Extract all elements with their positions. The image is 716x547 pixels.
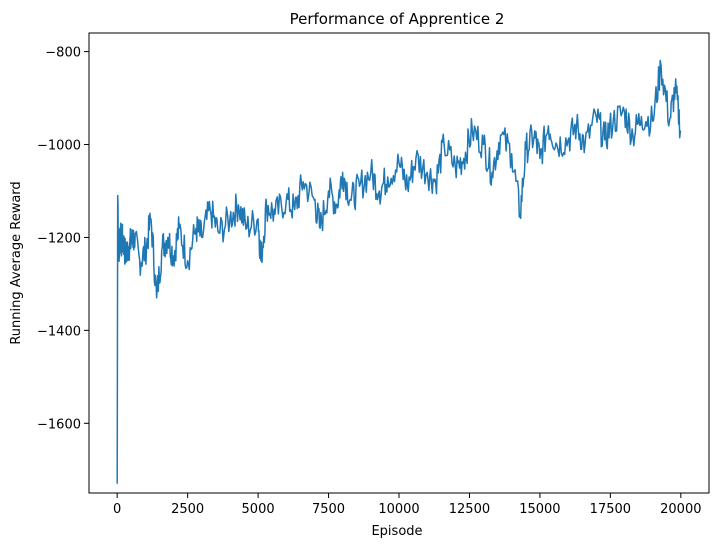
y-tick-label: −800: [45, 46, 81, 61]
y-tick-label: −1200: [37, 231, 81, 246]
y-tick-label: −1000: [37, 139, 81, 154]
y-tick-label: −1600: [37, 417, 81, 432]
plot-lines: [116, 59, 682, 484]
y-axis-label: Running Average Reward: [9, 181, 24, 344]
x-tick-label: 5000: [242, 502, 275, 517]
y-tick-label: −1400: [37, 324, 81, 339]
chart-title: Performance of Apprentice 2: [290, 10, 505, 28]
x-tick-label: 12500: [449, 502, 490, 517]
x-tick-label: 15000: [519, 502, 560, 517]
plot-frame: [88, 32, 710, 494]
x-axis: 0 2500 5000 7500 10000 12500 15000 17500 20000: [113, 493, 701, 517]
x-tick-label: 10000: [378, 502, 419, 517]
x-tick-label: 17500: [590, 502, 631, 517]
x-tick-label: 20000: [660, 502, 701, 517]
x-tick-label: 0: [113, 502, 121, 517]
series-line: [116, 59, 682, 484]
x-tick-label: 7500: [312, 502, 345, 517]
y-axis: −1600 −1400 −1200 −1000 −800: [37, 46, 89, 432]
x-axis-label: Episode: [371, 524, 422, 539]
x-tick-label: 2500: [171, 502, 204, 517]
